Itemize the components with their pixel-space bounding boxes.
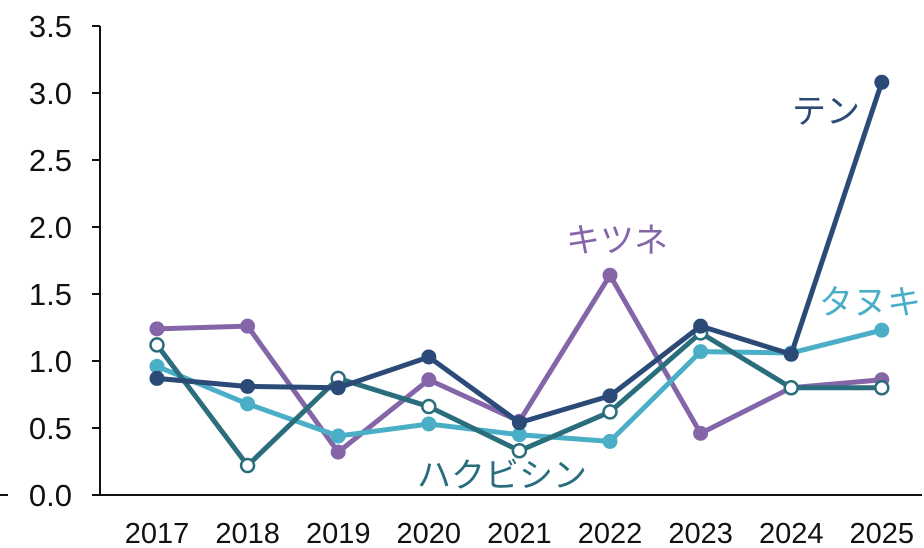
data-point [602, 388, 618, 404]
x-tick-label: 2025 [850, 518, 915, 548]
series-label: テン [792, 92, 860, 132]
x-tick-label: 2022 [578, 518, 643, 548]
y-tick-label: 3.0 [29, 76, 72, 111]
y-tick-label: 2.0 [29, 210, 72, 245]
data-point [421, 398, 437, 415]
data-point [783, 380, 799, 396]
data-point [240, 396, 256, 412]
data-point [239, 457, 256, 474]
data-point [693, 344, 709, 360]
x-axis: 2017 2018 2019 2020 2021 2022 2023 2024 2025 [100, 494, 922, 548]
data-point [511, 415, 527, 431]
data-point [874, 380, 890, 396]
data-point [511, 427, 527, 443]
data-point [330, 428, 346, 444]
series-label: ハクビシン [417, 456, 587, 496]
data-point [602, 267, 618, 283]
y-tick-label: 1.5 [29, 277, 72, 312]
x-tick-label: 2019 [306, 518, 371, 548]
series-line [154, 79, 885, 426]
y-tick-label: 1.0 [29, 344, 72, 379]
data-point [783, 346, 799, 362]
y-tick-label: 0.0 [29, 478, 72, 513]
data-point [602, 433, 618, 449]
data-point [874, 322, 890, 338]
y-tick-label: 0.5 [29, 411, 72, 446]
data-point [874, 74, 890, 90]
data-point [421, 372, 437, 388]
data-point [330, 444, 346, 460]
series-lines [149, 74, 890, 474]
x-tick-label: 2018 [215, 518, 280, 548]
data-point [511, 443, 528, 459]
data-point [149, 321, 165, 337]
data-point [240, 378, 256, 394]
x-tick-label: 2021 [487, 518, 552, 548]
data-point [330, 380, 346, 396]
x-tick-label: 2023 [668, 518, 733, 548]
x-tick-label: 2024 [759, 518, 824, 548]
y-tick-label: 3.5 [29, 9, 72, 44]
data-point [693, 425, 709, 441]
x-tick-label: 2017 [125, 518, 190, 548]
data-point [149, 358, 165, 374]
series-label: タヌキ [819, 283, 921, 323]
data-point [240, 318, 256, 334]
data-point [421, 416, 437, 432]
y-tick-label: 2.5 [29, 143, 72, 178]
data-point [149, 337, 165, 353]
series-label: キツネ [566, 221, 668, 261]
data-point [693, 318, 709, 334]
x-tick-label: 2020 [397, 518, 462, 548]
data-point [602, 404, 618, 420]
data-point [421, 349, 437, 365]
y-axis: 0.0 0.5 1.0 1.5 2.0 2.5 3.0 3.5 [0, 9, 101, 513]
data-point [149, 370, 165, 386]
